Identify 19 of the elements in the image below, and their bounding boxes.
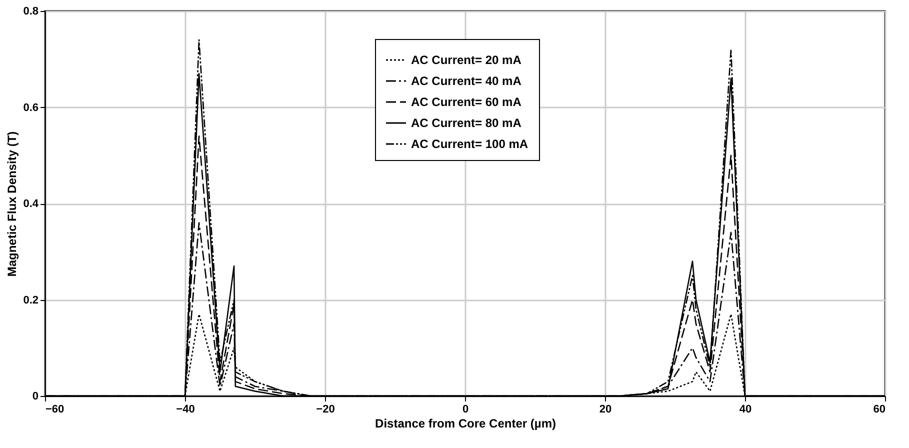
x-tick-label: 60	[873, 404, 886, 416]
y-axis-title: Magnetic Flux Density (T)	[5, 131, 20, 277]
y-tick-label: 0.4	[23, 198, 40, 210]
x-axis-title: Distance from Core Center (µm)	[375, 416, 556, 430]
legend-label: AC Current= 40 mA	[411, 74, 522, 88]
legend-label: AC Current= 80 mA	[411, 116, 522, 130]
legend-label: AC Current= 100 mA	[411, 137, 528, 151]
x-tick-label: −40	[176, 404, 195, 416]
legend-label: AC Current= 20 mA	[411, 53, 522, 67]
x-tick-label: 0	[462, 404, 469, 416]
y-tick-label: 0	[32, 390, 38, 402]
x-tick-label: 20	[599, 404, 612, 416]
y-tick-label: 0.8	[23, 6, 38, 18]
x-tick-label: −60	[46, 404, 64, 416]
y-tick-label: 0.6	[23, 102, 38, 114]
x-tick-label: −20	[316, 404, 335, 416]
legend-label: AC Current= 60 mA	[411, 95, 522, 109]
x-tick-label: 40	[739, 404, 752, 416]
y-tick-label: 0.2	[23, 294, 38, 306]
